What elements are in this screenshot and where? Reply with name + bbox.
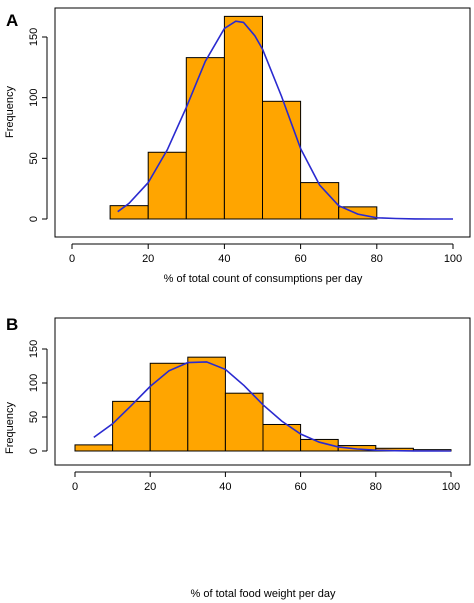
x-tick-label-a-5: 100 [444,253,462,265]
x-tick-label-a-2: 40 [218,253,230,265]
histogram-bar-a-0 [109,205,149,220]
curve-b [93,361,452,452]
density-curve-b [93,361,452,452]
bars-b [74,356,452,452]
histogram-bar-a-2 [185,57,225,220]
histogram-bar-b-1 [112,400,151,452]
x-tick-label-b-5: 100 [442,481,460,493]
x-tick-label-b-3: 60 [294,481,306,493]
x-tick-label-b-2: 40 [219,481,231,493]
histogram-bar-a-5 [300,182,340,220]
y-tick-label-a-2: 100 [28,88,40,106]
y-tick-label-b-3: 150 [28,340,40,358]
panel-b: B Frequency % of total food weight per d… [4,315,471,600]
histogram-bar-b-3 [187,356,226,452]
histogram-bar-a-1 [147,151,187,220]
histogram-bar-a-4 [262,100,302,220]
x-tick-label-b-4: 80 [370,481,382,493]
y-tick-label-b-2: 100 [28,374,40,392]
plot-frame-b [54,317,471,466]
y-tick-label-a-0: 0 [28,216,40,222]
histogram-bar-a-3 [223,15,263,220]
x-axis-label-b: % of total food weight per day [191,588,336,600]
histogram-bar-b-0 [74,444,114,452]
y-tick-label-a-1: 50 [28,152,40,164]
panel-a: A Frequency % of total count of consumpt… [4,7,471,285]
x-tick-label-b-0: 0 [72,481,78,493]
y-tick-label-a-3: 150 [28,28,40,46]
x-tick-label-a-4: 80 [371,253,383,265]
curve-a [117,20,453,220]
axes-b: 0 20 40 60 80 100 0 50 100 150 [28,317,471,493]
y-axis-label-b: Frequency [4,402,16,454]
y-tick-label-b-1: 50 [28,411,40,423]
histogram-bar-b-5 [262,423,302,452]
plot-frame-a [54,7,471,238]
x-tick-label-a-1: 20 [142,253,154,265]
x-tick-label-a-3: 60 [294,253,306,265]
y-axis-label-a: Frequency [4,86,16,138]
panel-letter-a: A [6,11,18,30]
x-tick-label-a-0: 0 [69,253,75,265]
panel-letter-b: B [6,315,18,334]
x-axis-label-a: % of total count of consumptions per day [164,273,363,285]
histogram-bar-b-2 [149,362,189,452]
y-tick-label-b-0: 0 [28,448,40,454]
histogram-bar-b-4 [224,392,264,452]
x-tick-label-b-1: 20 [144,481,156,493]
axes-a: 0 20 40 60 80 100 0 50 100 150 [28,7,471,265]
density-curve-a [117,20,453,220]
bars-a [109,15,378,220]
